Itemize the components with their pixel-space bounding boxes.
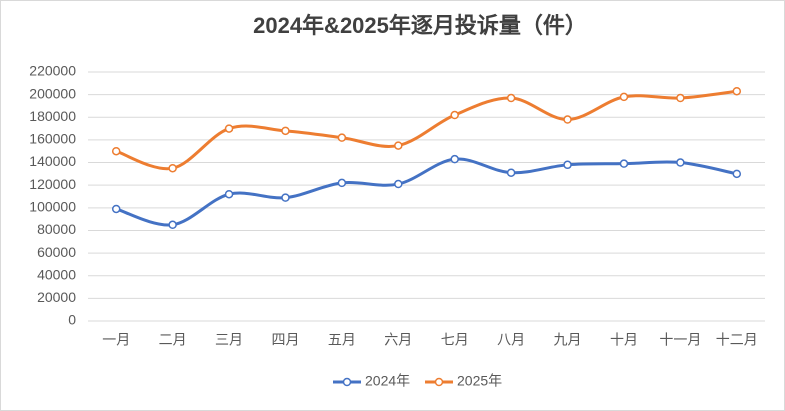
y-tick-label: 0 — [68, 312, 76, 328]
point-marker — [732, 169, 742, 179]
point-marker — [732, 86, 742, 96]
legend-label: 2024年 — [365, 373, 410, 389]
point-marker — [337, 133, 347, 142]
y-tick-label: 80000 — [37, 221, 76, 237]
y-tick-label: 20000 — [37, 289, 76, 305]
y-tick-label: 120000 — [29, 176, 76, 192]
point-marker — [563, 115, 572, 124]
y-tick-label: 220000 — [29, 63, 76, 79]
point-marker — [450, 154, 459, 164]
point-marker — [563, 160, 572, 170]
x-tick-label: 五月 — [328, 332, 356, 348]
point-marker — [619, 159, 629, 168]
point-marker — [281, 126, 290, 136]
point-marker — [676, 93, 685, 103]
point-marker — [111, 204, 121, 214]
y-tick-label: 60000 — [37, 244, 76, 260]
x-tick-label: 四月 — [271, 332, 299, 348]
legend-marker — [342, 377, 352, 387]
point-marker — [394, 179, 403, 189]
point-marker — [224, 124, 234, 133]
x-tick-label: 八月 — [497, 332, 525, 348]
x-tick-label: 二月 — [159, 332, 187, 348]
y-tick-label: 40000 — [37, 266, 76, 282]
x-tick-label: 十二月 — [716, 332, 758, 348]
legend-label: 2025年 — [457, 373, 502, 389]
point-marker — [450, 110, 459, 120]
point-marker — [111, 146, 121, 156]
x-tick-label: 七月 — [441, 332, 469, 348]
x-tick-label: 九月 — [554, 332, 582, 348]
x-tick-label: 十月 — [610, 332, 638, 348]
x-tick-label: 一月 — [102, 332, 130, 348]
x-tick-label: 十一月 — [659, 332, 701, 348]
point-marker — [394, 141, 403, 150]
y-tick-label: 160000 — [29, 131, 76, 147]
y-tick-label: 180000 — [29, 108, 76, 124]
point-marker — [224, 189, 234, 199]
point-marker — [281, 193, 290, 202]
point-marker — [619, 92, 629, 102]
chart-title: 2024年&2025年逐月投诉量（件） — [253, 13, 587, 38]
x-tick-label: 三月 — [215, 332, 243, 348]
point-marker — [168, 163, 177, 173]
y-tick-label: 200000 — [29, 85, 76, 101]
x-tick-label: 六月 — [384, 332, 412, 348]
legend-marker — [434, 377, 444, 387]
point-marker — [506, 168, 516, 177]
point-marker — [168, 220, 177, 230]
y-tick-label: 140000 — [29, 153, 76, 169]
point-marker — [676, 158, 685, 167]
point-marker — [506, 93, 516, 103]
y-tick-label: 100000 — [29, 199, 76, 215]
point-marker — [337, 178, 347, 188]
